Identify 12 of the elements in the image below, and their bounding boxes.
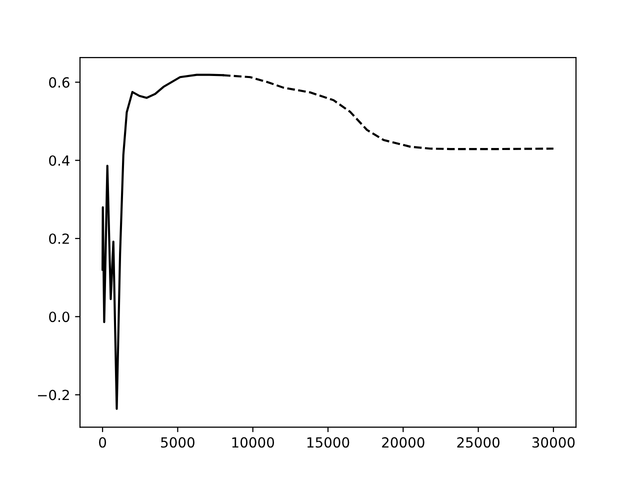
y-tick-label: 0.2 (49, 233, 69, 244)
x-tick-label: 20000 (382, 437, 424, 448)
x-tick-label: 25000 (457, 437, 500, 448)
x-tick-label: 10000 (232, 437, 274, 448)
x-tick-label: 30000 (532, 437, 575, 448)
y-tick-label: 0.4 (49, 155, 70, 166)
y-tick-label: 0.6 (49, 77, 70, 88)
x-tick-label: 0 (99, 437, 106, 448)
x-tick-label: 15000 (307, 437, 350, 448)
x-tick-label: 5000 (161, 437, 194, 448)
y-tick-label: −0.2 (38, 390, 69, 400)
y-tick-label: 0.0 (49, 312, 70, 322)
